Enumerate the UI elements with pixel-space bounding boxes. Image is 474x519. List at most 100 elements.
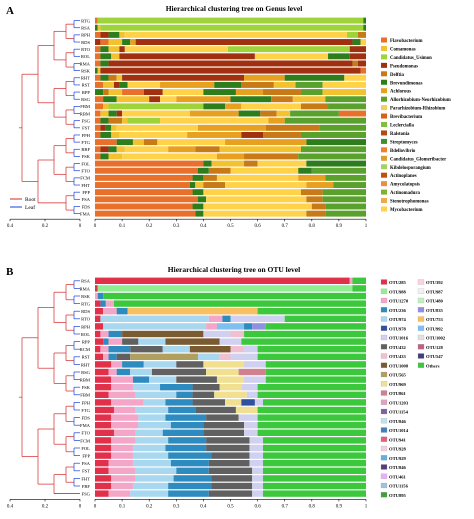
bar-segment bbox=[160, 96, 177, 103]
bar-segment bbox=[122, 39, 131, 45]
bar-segment bbox=[108, 368, 117, 376]
legend-label: OTU565 bbox=[389, 373, 407, 378]
legend-label: OTU461 bbox=[389, 474, 407, 479]
bar-segment bbox=[192, 384, 220, 391]
bar-segment bbox=[122, 153, 217, 160]
bar-segment bbox=[95, 74, 101, 81]
bar-segment bbox=[263, 467, 366, 474]
bar-segment bbox=[206, 196, 307, 203]
row-label: RMA bbox=[80, 286, 91, 291]
bar-segment bbox=[116, 353, 131, 360]
bar-segment bbox=[352, 277, 366, 284]
bar-segment bbox=[122, 330, 204, 338]
bar-segment bbox=[187, 132, 242, 138]
bar-segment bbox=[108, 460, 133, 467]
bar-segment bbox=[273, 81, 296, 88]
bar-segment bbox=[189, 110, 239, 117]
bar-segment bbox=[265, 124, 320, 131]
x-tick-label: 0.4 bbox=[200, 224, 207, 229]
bar-segment bbox=[219, 384, 242, 391]
bar-segment bbox=[95, 139, 117, 146]
x-tick-label: 0.6 bbox=[254, 224, 261, 229]
row-label: RTO bbox=[81, 47, 91, 52]
row-label: FPH bbox=[82, 400, 91, 405]
bar-segment bbox=[352, 285, 366, 292]
bar-segment bbox=[249, 452, 264, 459]
bar-segment bbox=[100, 60, 109, 67]
row-label: FCM bbox=[80, 438, 90, 443]
panel-a-dendrogram bbox=[19, 20, 80, 214]
legend-swatch bbox=[380, 307, 388, 313]
tree-legend: Root Leaf bbox=[10, 197, 36, 211]
bar-segment bbox=[257, 414, 366, 421]
bar-segment bbox=[357, 31, 366, 38]
legend-label: OTU929 bbox=[389, 456, 407, 461]
bar-segment bbox=[222, 315, 231, 322]
bar-segment bbox=[263, 399, 366, 406]
legend-swatch bbox=[381, 45, 387, 51]
legend-label: OTU432 bbox=[389, 345, 407, 350]
bar-segment bbox=[122, 117, 128, 124]
bar-segment bbox=[268, 117, 285, 124]
bar-segment bbox=[363, 17, 366, 24]
bar-segment bbox=[130, 39, 136, 45]
panel-b-x-axis: 0 0.1 0.2 0.3 0.4 0.5 0.6 0.7 0.8 0.9 1 bbox=[94, 499, 368, 509]
bar-segment bbox=[173, 475, 212, 482]
bar-segment bbox=[208, 315, 223, 322]
x-tick-label: 0.2 bbox=[146, 504, 153, 509]
bar-segment bbox=[176, 361, 204, 368]
bar-segment bbox=[95, 81, 104, 88]
bar-segment bbox=[103, 81, 114, 88]
bar-segment bbox=[360, 67, 366, 74]
bar-segment bbox=[116, 96, 150, 103]
bar-segment bbox=[111, 384, 133, 391]
bar-segment bbox=[100, 74, 109, 81]
bar-segment bbox=[322, 189, 366, 196]
x-tick-label: 0.8 bbox=[309, 224, 316, 229]
bar-segment bbox=[203, 103, 226, 110]
legend-swatch bbox=[381, 122, 387, 127]
legend-label: Flavobacterium bbox=[390, 39, 423, 44]
bar-segment bbox=[111, 124, 117, 131]
bar-segment bbox=[95, 406, 114, 414]
bar-segment bbox=[219, 338, 242, 345]
bar-segment bbox=[100, 24, 364, 31]
panel-a: A Hierarchical clustering tree on Genus … bbox=[6, 4, 451, 229]
row-label: RSA bbox=[81, 26, 91, 31]
bar-segment bbox=[103, 292, 366, 300]
bar-segment bbox=[108, 117, 123, 124]
bar-segment bbox=[95, 353, 104, 360]
bar-segment bbox=[108, 103, 204, 110]
panel-a-x-axis: 0 0.1 0.2 0.3 0.4 0.5 0.6 0.7 0.8 0.9 1 bbox=[94, 218, 368, 229]
bar-segment bbox=[97, 292, 104, 300]
bar-segment bbox=[244, 74, 285, 81]
bar-segment bbox=[160, 81, 215, 88]
bar-segment bbox=[244, 323, 253, 330]
row-label: RST bbox=[82, 355, 91, 360]
bar-segment bbox=[95, 117, 101, 124]
bar-segment bbox=[108, 338, 123, 345]
bar-segment bbox=[95, 361, 112, 368]
bar-segment bbox=[132, 460, 171, 467]
bar-segment bbox=[116, 146, 125, 153]
bar-segment bbox=[176, 467, 209, 474]
legend-label: OTU974 bbox=[389, 317, 407, 322]
bar-segment bbox=[108, 391, 136, 398]
panel-b: B Hierarchical clustering tree on OTU le… bbox=[6, 265, 446, 509]
bar-segment bbox=[95, 292, 98, 300]
bar-segment bbox=[203, 361, 245, 368]
row-label: RMA bbox=[80, 61, 91, 66]
x-tick-label: 0.9 bbox=[336, 504, 343, 509]
bar-segment bbox=[100, 67, 361, 74]
legend-swatch bbox=[417, 325, 425, 331]
bar-segment bbox=[95, 124, 101, 131]
legend-swatch bbox=[380, 445, 388, 452]
bar-segment bbox=[263, 490, 366, 497]
legend-swatch bbox=[381, 105, 387, 111]
bar-segment bbox=[143, 399, 166, 406]
bar-segment bbox=[111, 376, 133, 383]
panel-a-title: Hierarchical clustering tree on Genus le… bbox=[166, 4, 303, 13]
legend-label: Ralstonia bbox=[390, 132, 410, 137]
bar-segment bbox=[344, 74, 366, 81]
